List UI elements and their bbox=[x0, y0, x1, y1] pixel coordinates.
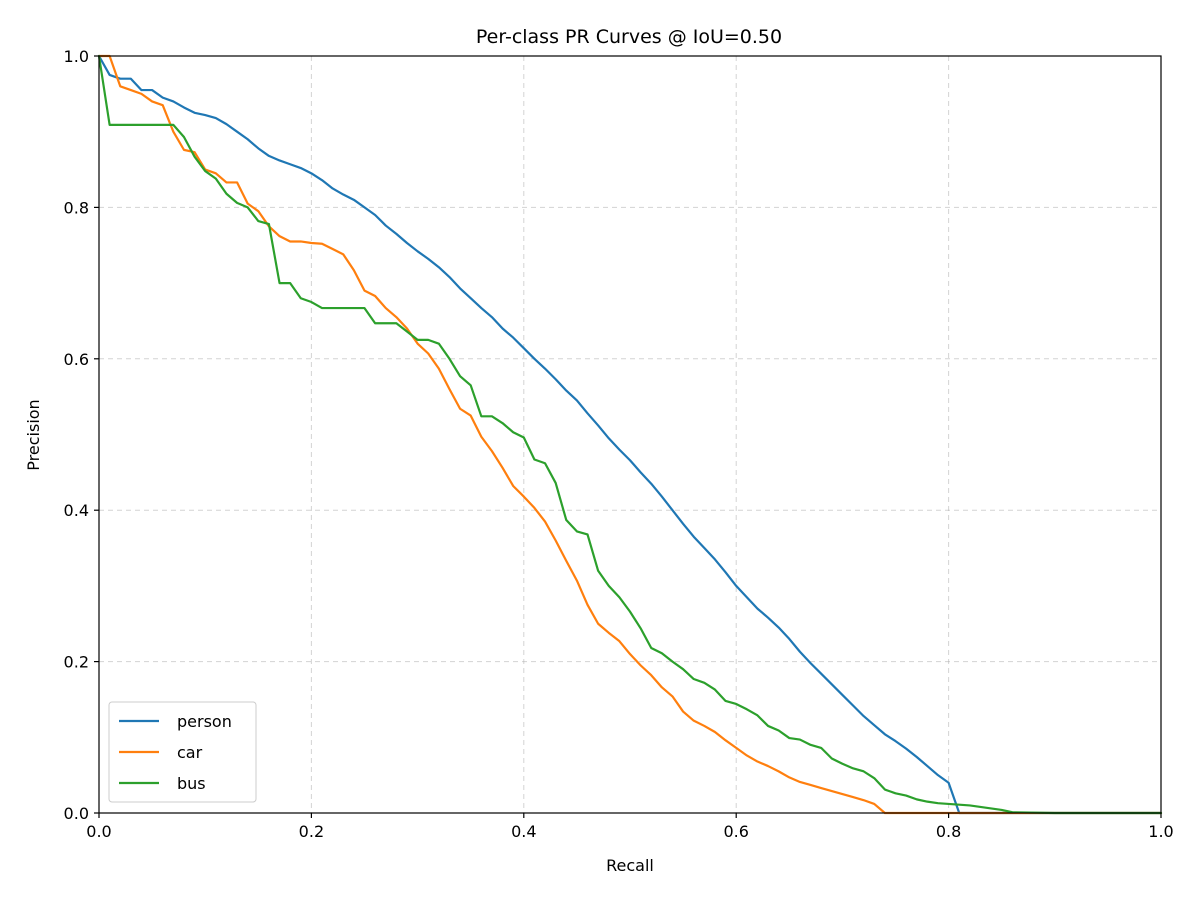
x-tick-label: 1.0 bbox=[1148, 822, 1173, 841]
series-line-bus bbox=[97, 54, 1163, 815]
x-tick-label: 0.2 bbox=[299, 822, 324, 841]
legend-box bbox=[108, 701, 257, 803]
x-axis-label: Recall bbox=[606, 856, 654, 875]
y-tick-label: 0.0 bbox=[64, 804, 89, 823]
legend-label-bus: bus bbox=[177, 774, 206, 793]
series-line-person bbox=[97, 54, 1163, 815]
y-tick-label: 0.4 bbox=[64, 501, 89, 520]
y-tick-label: 0.8 bbox=[64, 198, 89, 217]
x-tick-label: 0.6 bbox=[723, 822, 748, 841]
y-tick-label: 0.6 bbox=[64, 350, 89, 369]
chart-title: Per-class PR Curves @ IoU=0.50 bbox=[476, 26, 782, 48]
x-tick-label: 0.8 bbox=[936, 822, 961, 841]
plot-frame bbox=[98, 55, 1162, 814]
series-layer bbox=[97, 54, 1163, 815]
y-tick-label: 1.0 bbox=[64, 47, 89, 66]
y-tick-label: 0.2 bbox=[64, 653, 89, 672]
y-axis-label: Precision bbox=[24, 399, 43, 470]
legend: person car bus bbox=[108, 701, 257, 803]
axis-ticks: 0.0 0.2 0.4 0.6 0.8 1.0 0.0 0.2 0.4 0.6 0.8 1.0 bbox=[64, 47, 1174, 841]
x-tick-label: 0.4 bbox=[511, 822, 536, 841]
series-line-car bbox=[97, 54, 1163, 815]
legend-label-person: person bbox=[177, 712, 232, 731]
legend-label-car: car bbox=[177, 743, 203, 762]
x-tick-label: 0.0 bbox=[86, 822, 111, 841]
